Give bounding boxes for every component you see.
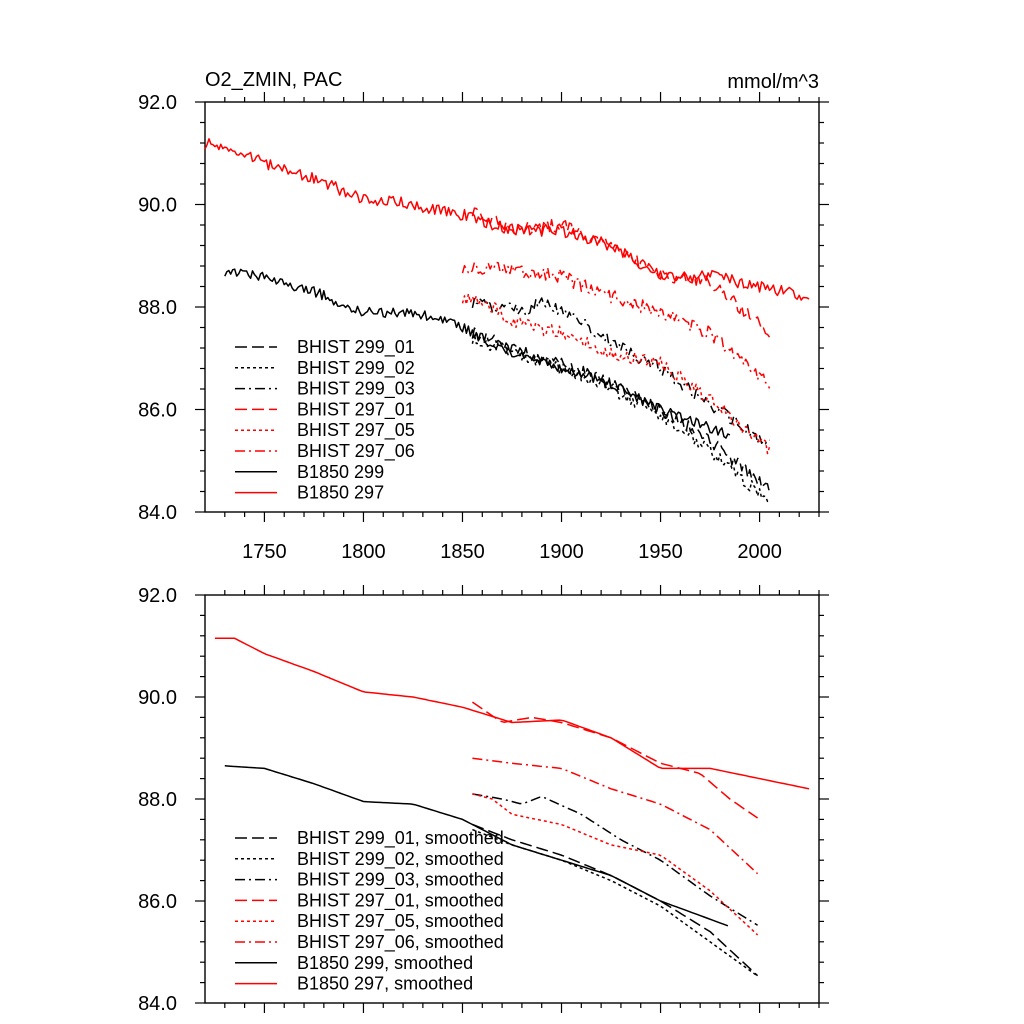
series-line-0 xyxy=(472,823,759,977)
series-line-5 xyxy=(461,261,771,389)
series-line-2 xyxy=(471,297,770,445)
legend-label: BHIST 299_01 xyxy=(297,337,415,358)
x-tick-label: 2000 xyxy=(737,541,782,563)
series-line-1 xyxy=(472,828,759,977)
legend-label: BHIST 299_02, smoothed xyxy=(297,849,504,870)
series-line-5 xyxy=(472,757,759,875)
y-tick-label: 86.0 xyxy=(138,400,177,422)
series-line-3 xyxy=(471,701,759,819)
series-line-1 xyxy=(471,333,770,503)
y-tick-label: 90.0 xyxy=(138,195,177,217)
legend-label: B1850 297 xyxy=(297,483,384,503)
x-tick-label: 1750 xyxy=(242,541,287,563)
y-tick-label: 88.0 xyxy=(138,297,177,319)
bottom-panel: 84.0 86.0 88.0 90.0 92.0 BHIST 299_01, smooth… xyxy=(138,585,829,1015)
legend-label: BHIST 297_01, smoothed xyxy=(297,890,504,911)
series-line-4 xyxy=(472,793,759,936)
legend-label: BHIST 299_03 xyxy=(297,379,415,400)
series-line-6 xyxy=(224,268,731,439)
legend-label: B1850 299, smoothed xyxy=(297,953,473,973)
top-panel: 84.0 86.0 88.0 90.0 92.0 1750 1800 1850 1900 1950… xyxy=(138,69,829,563)
x-tick-label: 1950 xyxy=(638,541,683,563)
chart-title: O2_ZMIN, PAC xyxy=(205,69,342,91)
legend-label: B1850 297, smoothed xyxy=(297,974,473,994)
legend-label: BHIST 297_05 xyxy=(297,420,415,441)
legend-label: BHIST 297_06 xyxy=(297,441,415,462)
legend-label: BHIST 297_01 xyxy=(297,399,415,420)
y-tick-label: 86.0 xyxy=(138,891,177,913)
y-tick-label: 92.0 xyxy=(138,92,177,114)
legend-label: BHIST 297_06, smoothed xyxy=(297,932,504,953)
legend-label: BHIST 299_03, smoothed xyxy=(297,870,504,891)
series-line-2 xyxy=(472,793,758,926)
series-line-4 xyxy=(461,293,771,455)
series-line-7 xyxy=(204,138,810,301)
units-label: mmol/m^3 xyxy=(727,71,819,93)
series-line-6 xyxy=(224,765,729,927)
legend-label: B1850 299 xyxy=(297,462,384,482)
x-tick-label: 1850 xyxy=(440,541,485,563)
y-tick-label: 88.0 xyxy=(138,789,177,811)
series-line-7 xyxy=(214,637,810,790)
y-tick-label: 90.0 xyxy=(138,687,177,709)
x-tick-label: 1800 xyxy=(341,541,386,563)
series-line-0 xyxy=(471,327,771,493)
legend-label: BHIST 299_01, smoothed xyxy=(297,828,504,849)
y-tick-label: 92.0 xyxy=(138,585,177,607)
legend-label: BHIST 297_05, smoothed xyxy=(297,911,504,932)
x-tick-label: 1900 xyxy=(539,541,584,563)
legend-label: BHIST 299_02 xyxy=(297,358,415,379)
y-tick-label: 84.0 xyxy=(138,993,177,1015)
y-tick-label: 84.0 xyxy=(138,502,177,524)
